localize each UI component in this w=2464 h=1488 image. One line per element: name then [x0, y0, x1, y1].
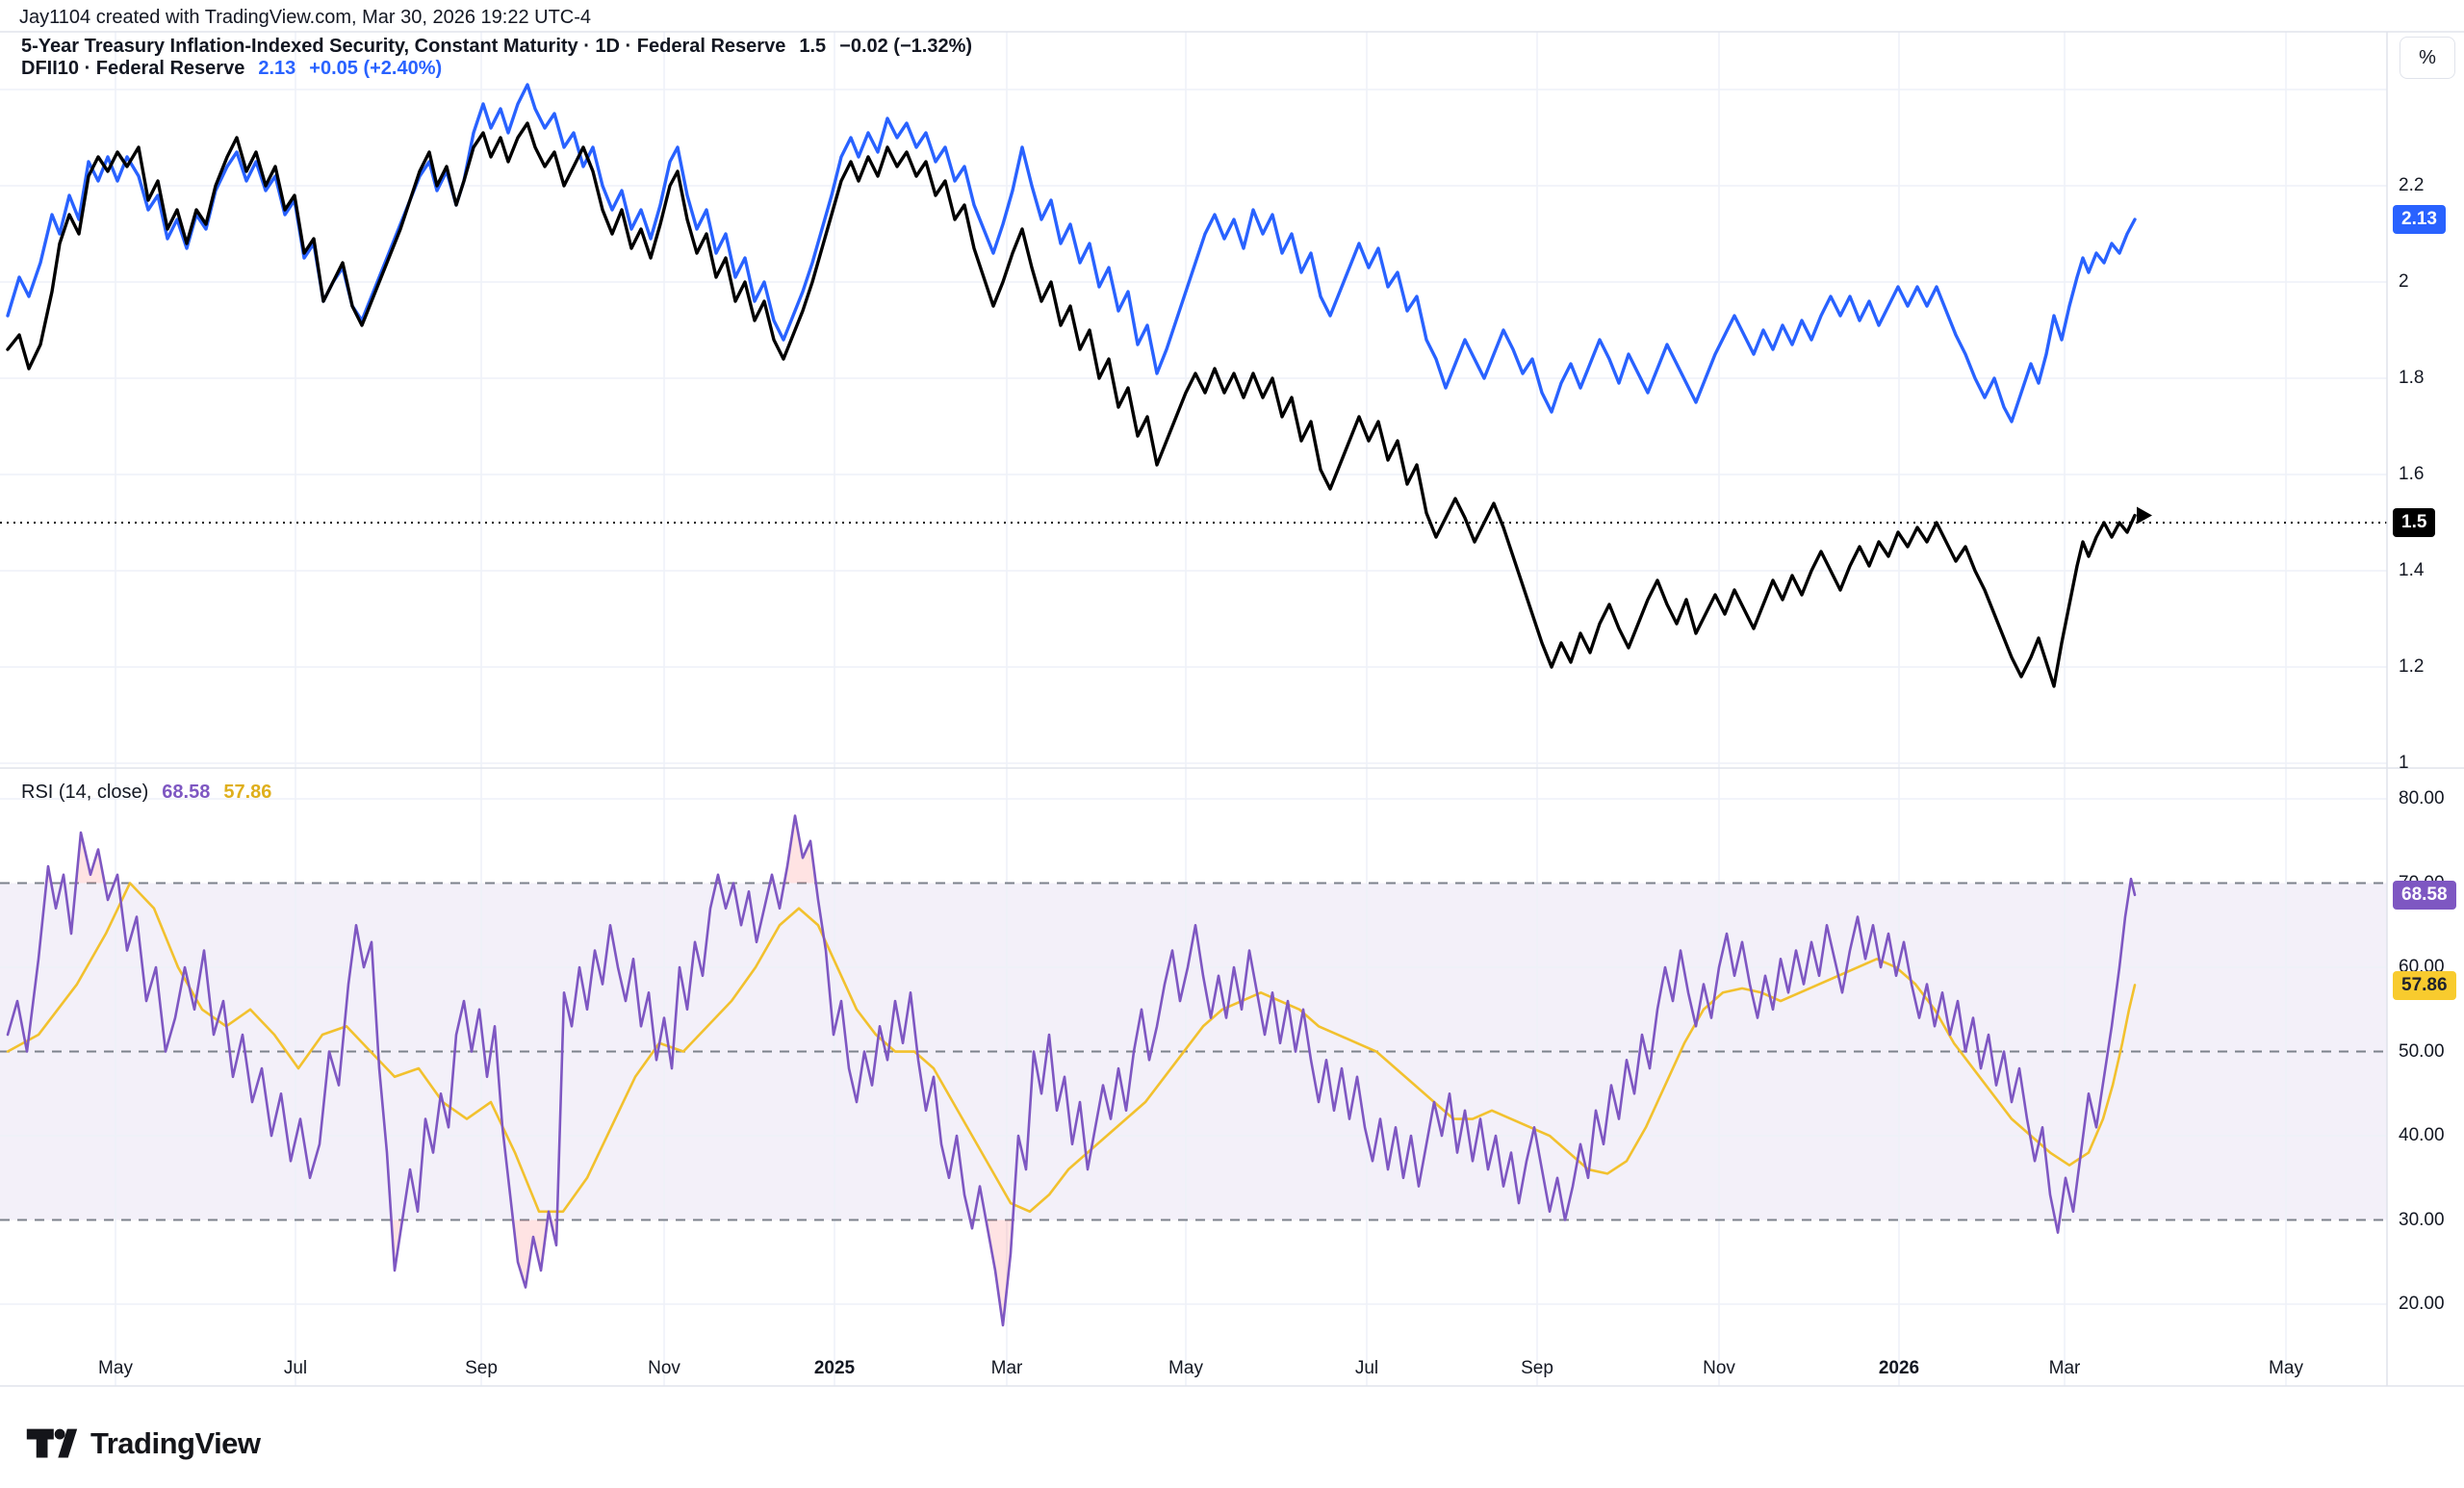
price-axis-label: 1.2	[2399, 656, 2425, 677]
price-axis-label: 2	[2399, 271, 2409, 292]
time-axis-label: May	[98, 1358, 133, 1378]
last-price-arrow	[2137, 506, 2152, 525]
price-axis-label: 1.8	[2399, 368, 2425, 388]
price-axis-label: 1.6	[2399, 464, 2425, 484]
time-axis-label: May	[1168, 1358, 1203, 1378]
time-axis-label: 2025	[813, 1358, 856, 1378]
rsi-legend: RSI (14, close) 68.58 57.86	[21, 782, 271, 804]
price-axis-label: 1	[2399, 753, 2409, 773]
rsi-axis-label: 40.00	[2399, 1125, 2445, 1146]
time-axis-label: Sep	[1521, 1358, 1553, 1378]
compare-series-legend: DFII10 · Federal Reserve 2.13 +0.05 (+2.…	[21, 58, 442, 80]
tradingview-logo-icon	[26, 1428, 78, 1458]
time-axis-label: Sep	[465, 1358, 498, 1378]
dfii10-price-badge: 2.13	[2393, 205, 2446, 234]
rsi-axis-label: 50.00	[2399, 1040, 2445, 1062]
time-axis-label: May	[2269, 1358, 2303, 1378]
main-series-change: −0.02 (−1.32%)	[839, 36, 973, 57]
time-axis-label: Jul	[283, 1358, 308, 1378]
compare-series-change: +0.05 (+2.40%)	[309, 58, 443, 79]
dfii5-price-badge: 1.5	[2393, 508, 2436, 537]
attribution-text: Jay1104 created with TradingView.com, Ma…	[19, 7, 592, 28]
dfii10-line	[6, 83, 2137, 423]
rsi-line	[6, 814, 2137, 1327]
compare-series-title: DFII10 · Federal Reserve	[21, 58, 245, 79]
main-series-title: 5-Year Treasury Inflation-Indexed Securi…	[21, 36, 786, 57]
dfii5-line	[6, 121, 2137, 688]
rsi-axis-label: 30.00	[2399, 1209, 2445, 1230]
time-axis-label: Mar	[2048, 1358, 2081, 1378]
time-axis-label: Nov	[1703, 1358, 1735, 1378]
percent-scale-button[interactable]: %	[2400, 37, 2455, 79]
rsi-badge: 68.58	[2393, 880, 2456, 910]
rsi-value: 68.58	[162, 782, 211, 803]
tradingview-logo[interactable]: TradingView	[25, 1424, 261, 1463]
main-series-value: 1.5	[799, 36, 827, 57]
rsi-axis-label: 80.00	[2399, 788, 2445, 809]
rsi-ma-badge: 57.86	[2393, 970, 2456, 1000]
rsi-axis-label: 20.00	[2399, 1294, 2445, 1315]
tradingview-logo-text: TradingView	[90, 1426, 261, 1460]
time-axis-label: 2026	[1878, 1358, 1920, 1378]
time-axis-label: Mar	[990, 1358, 1023, 1378]
time-axis-label: Jul	[1354, 1358, 1379, 1378]
main-series-legend: 5-Year Treasury Inflation-Indexed Securi…	[21, 36, 972, 58]
time-axis-label: Nov	[648, 1358, 680, 1378]
price-axis-label: 1.4	[2399, 560, 2425, 580]
price-axis-label: 2.2	[2399, 175, 2425, 195]
rsi-label: RSI (14, close)	[21, 782, 149, 803]
compare-series-value: 2.13	[258, 58, 296, 79]
rsi-ma-value: 57.86	[223, 782, 272, 803]
